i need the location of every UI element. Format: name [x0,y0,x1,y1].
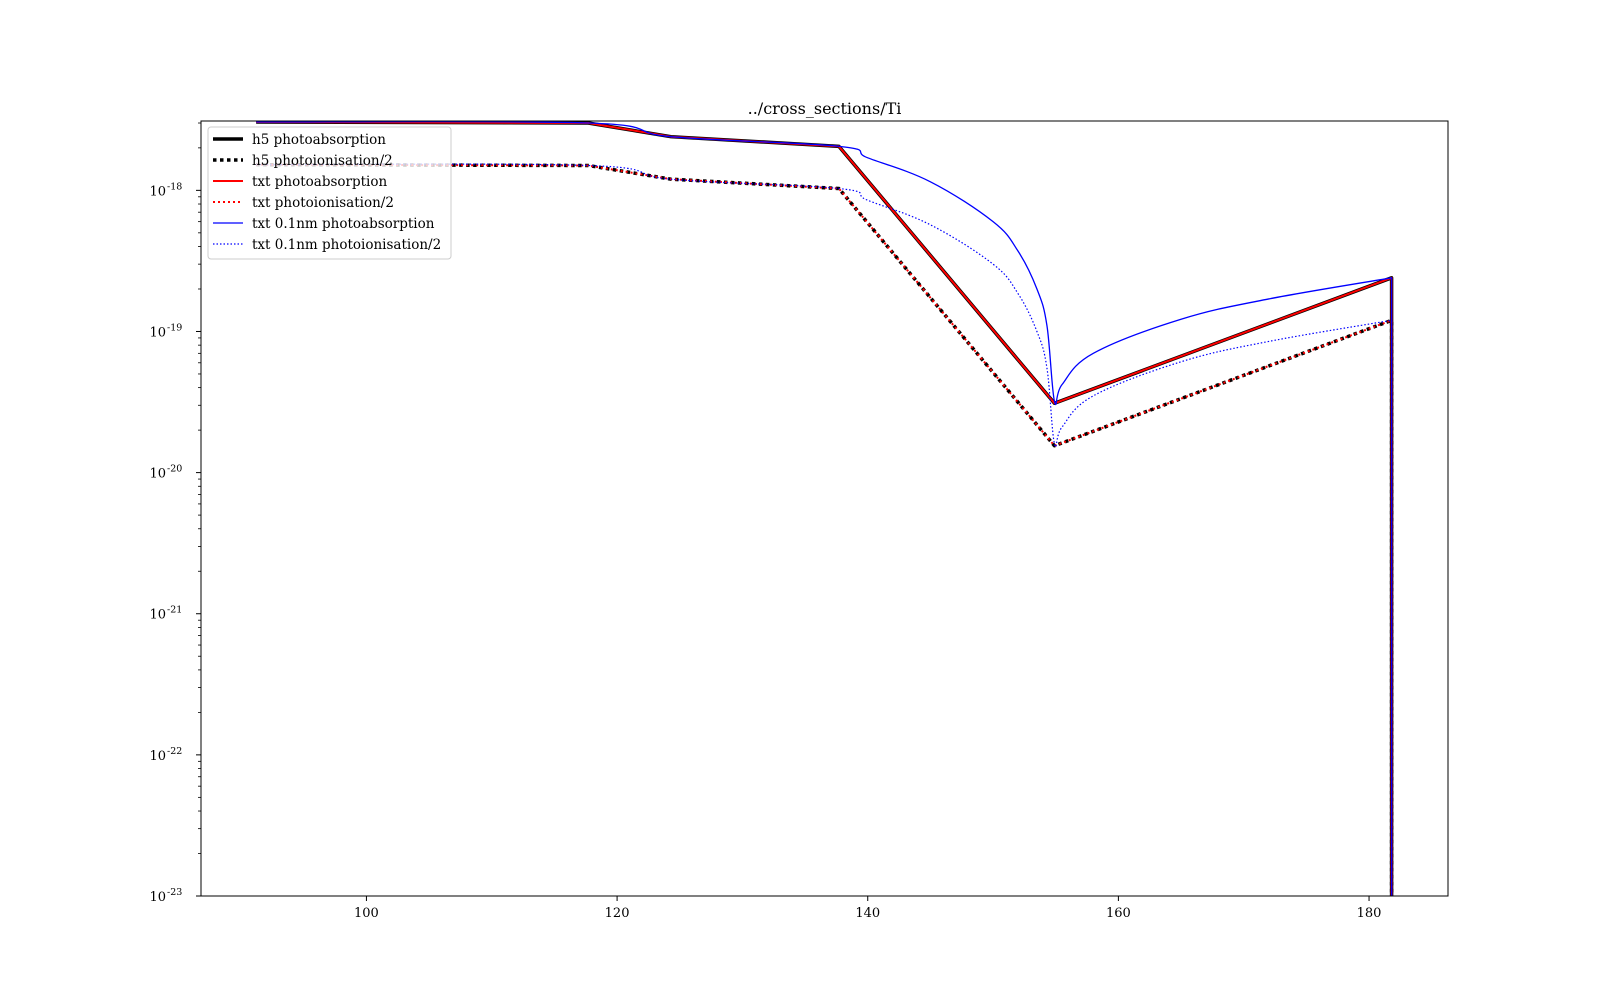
y-tick-label: 10 -19 [149,322,182,340]
y-tick-label: 10 -20 [149,464,182,482]
y-tick-exponent: -18 [167,181,182,192]
y-tick-label: 10 -23 [149,887,182,905]
y-tick-label: 10 -21 [149,605,182,623]
series-line [256,121,1393,896]
x-tick-label: 140 [855,906,880,921]
legend-label: txt photoionisation/2 [252,195,394,211]
x-tick-label: 120 [605,906,630,921]
legend-label: h5 photoabsorption [252,132,386,148]
legend-box [207,126,452,260]
y-tick-base: 10 [149,890,166,905]
y-tick-exponent: -22 [167,746,182,757]
y-tick-exponent: -20 [167,464,182,475]
legend: h5 photoabsorption h5 photoionisation/2 tx… [207,126,452,260]
x-tick-label: 180 [1357,906,1382,921]
y-tick-base: 10 [149,608,166,623]
y-tick-base: 10 [149,467,166,482]
y-tick-exponent: -21 [167,605,182,616]
y-tick-exponent: -23 [167,887,182,898]
y-tick-base: 10 [149,749,166,764]
y-tick-base: 10 [149,184,166,199]
legend-label: h5 photoionisation/2 [252,153,393,169]
y-tick-exponent: -19 [167,322,182,333]
legend-label: txt 0.1nm photoabsorption [252,216,435,232]
x-tick-label: 100 [354,906,379,921]
legend-label: txt 0.1nm photoionisation/2 [252,237,441,253]
plot-area [256,121,1394,896]
y-tick-label: 10 -18 [149,181,182,199]
y-tick-label: 10 -22 [149,746,182,764]
plot-frame [200,120,1449,897]
x-axis: 100 120 140 160 180 [354,896,1381,921]
y-tick-base: 10 [149,325,166,340]
chart-title: ../cross_sections/Ti [748,99,902,118]
legend-label: txt photoabsorption [252,174,387,190]
x-tick-label: 160 [1106,906,1131,921]
